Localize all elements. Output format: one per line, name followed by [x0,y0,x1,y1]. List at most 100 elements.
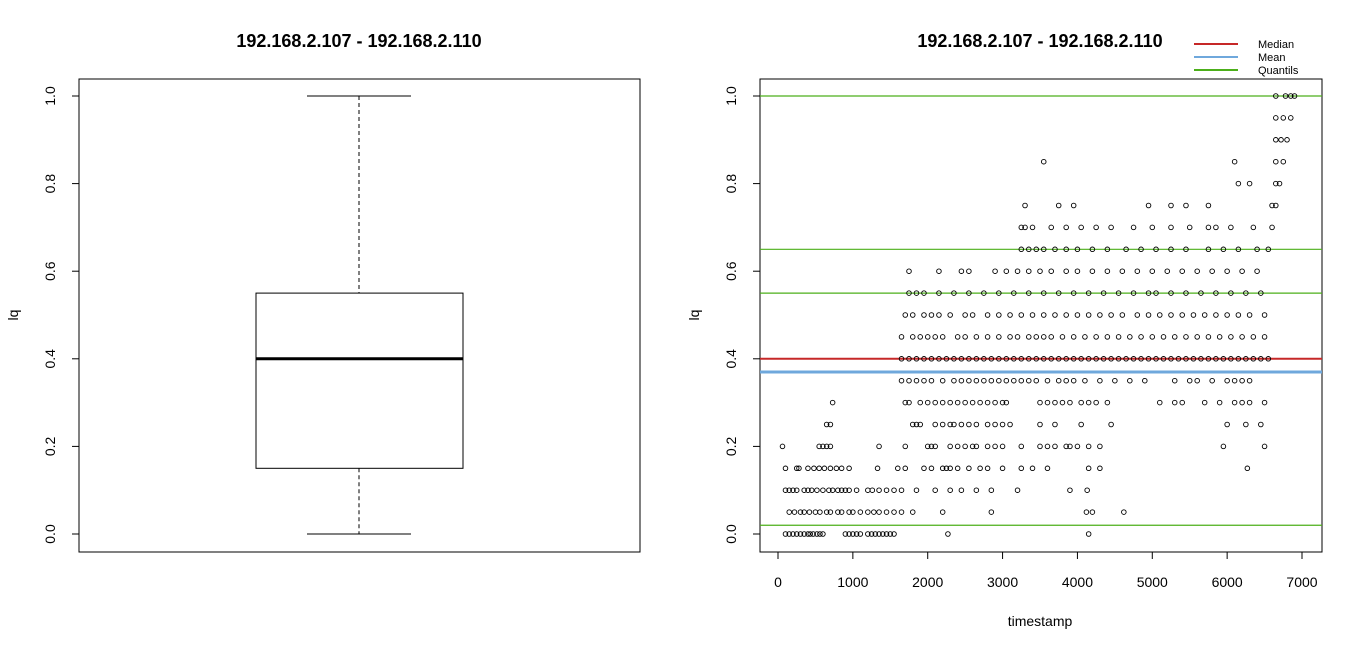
data-point [1026,290,1032,296]
data-point [1153,246,1159,253]
data-point [1243,290,1249,296]
data-point [1003,399,1010,406]
y-tick-label: 1.0 [723,86,739,106]
data-point [1228,224,1234,231]
data-point [1067,399,1073,406]
data-point [951,377,957,384]
data-point [913,487,920,493]
data-point [816,465,822,472]
data-point [1220,356,1227,362]
data-point [943,465,950,472]
data-point [981,290,987,296]
data-point [1157,312,1163,318]
data-point [898,377,905,384]
data-point [1160,334,1167,340]
data-point [1134,268,1141,274]
y-tick-label: 0.8 [723,174,739,194]
data-point [1273,93,1279,99]
data-point [1040,334,1047,340]
data-point [1288,115,1294,121]
data-point [1198,290,1204,296]
data-point [1085,399,1092,406]
data-point [932,399,938,406]
x-tick-label: 4000 [1062,574,1093,590]
data-point [865,509,871,515]
data-point [1070,377,1077,384]
data-point [1142,377,1148,384]
data-point [984,465,991,472]
data-point [1070,334,1077,340]
data-point [1209,268,1215,274]
data-point [827,421,834,428]
data-point [1029,224,1036,231]
data-point [811,465,817,472]
y-tick-label: 0.0 [42,524,58,544]
data-point [1033,377,1040,384]
data-point [966,377,972,384]
data-point [846,509,852,515]
data-point [1074,443,1081,450]
data-point [829,487,836,493]
data-point [1097,443,1103,450]
data-point [909,334,916,340]
data-point [1280,115,1287,121]
legend-label-median: Median [1258,39,1294,51]
data-point [1093,334,1099,340]
data-point [1089,246,1096,253]
data-point [835,509,841,515]
data-point [1228,290,1234,296]
x-tick-label: 6000 [1212,574,1243,590]
data-point [1003,377,1010,384]
y-tick-label: 0.4 [42,349,58,369]
data-point [1026,268,1032,274]
data-point [1246,399,1253,406]
data-point [1085,465,1092,472]
data-point [883,509,890,515]
data-point [871,509,877,515]
data-point [1194,377,1200,384]
data-point [1108,224,1114,231]
data-point [969,312,976,318]
data-point [1153,356,1159,362]
data-point [1138,356,1144,362]
data-point [1033,356,1040,362]
scatter-frame [759,78,1323,553]
data-point [909,421,916,428]
data-point [954,443,961,450]
data-point [951,421,957,428]
data-point [951,290,957,296]
data-point [790,531,796,537]
data-point [962,443,968,450]
data-point [1037,421,1043,428]
data-point [1119,312,1126,318]
data-point [865,531,871,537]
data-point [1213,356,1219,362]
data-point [1063,224,1069,231]
data-point [1115,356,1122,362]
data-point [1100,290,1107,296]
data-point [1026,246,1032,253]
data-point [1018,224,1025,231]
data-point [895,465,901,472]
data-point [1048,224,1054,231]
data-point [1261,399,1268,406]
data-point [988,356,995,362]
data-point [1078,421,1084,428]
data-point [966,465,972,472]
data-point [973,421,980,428]
data-point [796,465,802,472]
data-point [1052,399,1058,406]
data-point [1048,334,1054,340]
data-point [921,356,927,362]
data-point [947,399,953,406]
data-point [1265,246,1272,253]
data-point [951,356,957,362]
data-point [913,290,920,296]
data-point [1220,246,1227,253]
data-point [1063,377,1069,384]
data-point [876,487,882,493]
x-tick-label: 2000 [912,574,943,590]
interquartile-box [255,292,464,469]
data-point [823,509,830,515]
data-point [928,356,935,362]
